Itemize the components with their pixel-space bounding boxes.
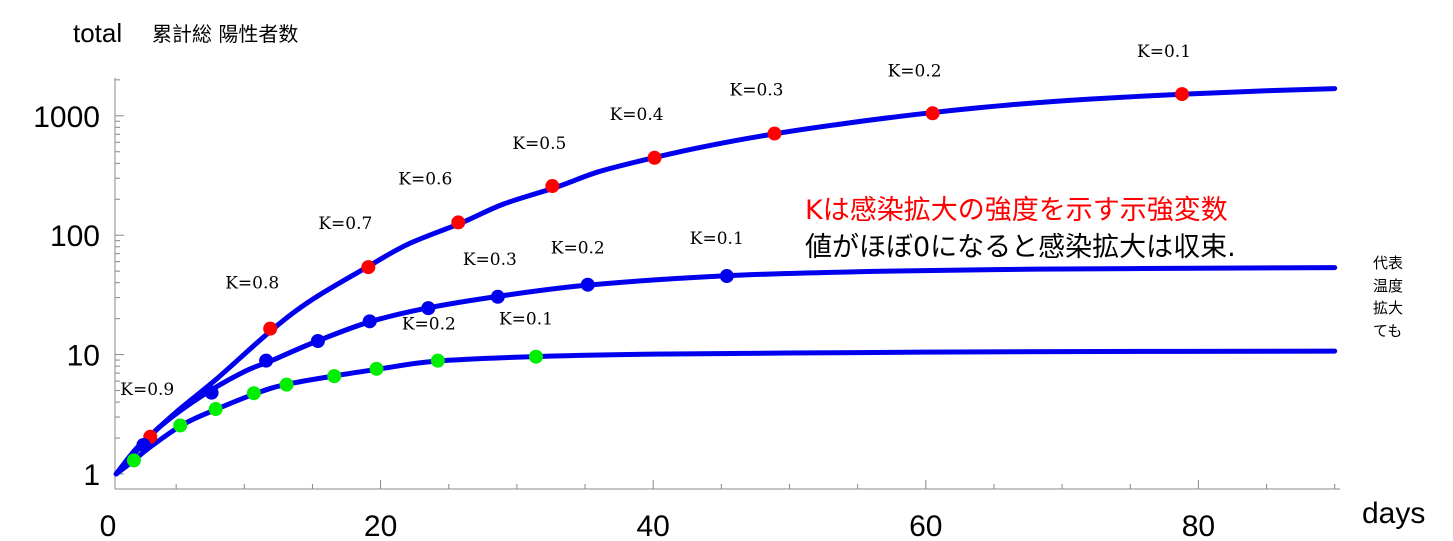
series-2-point [259,353,274,368]
k-label: K=0.6 [398,169,452,189]
k-label: K=0.1 [499,310,553,330]
x-tick-label: 20 [364,510,397,541]
k-value-labels: K=0.9 K=0.8 K=0.7 K=0.6 K=0.5 K=0.4 K=0.3 K=0.2… [120,42,1191,400]
series-1-point [451,215,466,230]
series-2-line [113,265,1338,477]
series-1-point [767,126,782,141]
k-label: K=0.8 [225,274,279,294]
y-axis-label: total [73,18,122,48]
series-points [126,87,1190,468]
series-3-point [430,353,445,368]
series-1-point [925,106,940,121]
series-3-point [173,418,188,433]
series-3-point [528,349,543,364]
series-1-point [263,321,278,336]
k-label: K=0.4 [610,105,664,125]
series-3-point [246,386,261,401]
k-label: K=0.2 [888,61,942,81]
side-note-line-4: ても [1373,322,1402,340]
y-axis-sublabel: 累計総 陽性者数 [152,22,298,46]
series-1-point [361,260,376,275]
series-3-point [208,402,223,417]
series-1-point [545,179,560,194]
black-annotation: 値がほぼ0になると感染拡大は収束. [805,232,1236,263]
x-tick-label: 60 [909,510,942,541]
k-label: K=0.3 [730,81,784,101]
series-3-point [279,377,294,392]
side-note: 代表 温度 拡大 ても [1373,254,1403,340]
y-tick-label: 1000 [33,101,100,134]
y-tick-label: 1 [83,459,100,492]
series-2-point [421,301,436,316]
series-1-point [647,150,662,165]
series-2-point [136,437,151,452]
series-3-point [369,361,384,376]
series-2-point [580,277,595,292]
k-label: K=0.7 [318,214,372,234]
y-tick-label: 10 [67,340,100,373]
x-tick-label: 80 [1182,510,1215,541]
k-label: K=0.9 [120,380,174,400]
k-label: K=0.2 [402,315,456,335]
k-label: K=0.2 [551,239,605,259]
side-note-line-2: 温度 [1373,277,1403,295]
red-annotation: Kは感染拡大の強度を示す示強変数 [805,195,1228,226]
k-label: K=0.3 [463,250,517,270]
k-label: K=0.1 [1137,42,1191,62]
series-1-point [1175,87,1190,102]
series-3-line [113,348,1338,477]
k-label: K=0.5 [512,134,566,154]
x-tick-label: 0 [100,510,117,541]
side-note-line-1: 代表 [1373,254,1403,272]
y-tick-label: 100 [50,220,100,253]
series-1-line [113,86,1338,477]
series-2-point [310,333,325,348]
x-tick-label: 40 [637,510,670,541]
series-2-point [204,385,219,400]
series-2-point [362,314,377,329]
x-axis-label: days [1362,497,1425,530]
side-note-line-3: 拡大 [1373,299,1403,317]
series-3-point [126,453,141,468]
series-2-point [719,269,734,284]
series-3-point [327,369,342,384]
k-label: K=0.1 [690,229,744,249]
axes: 0 20 40 60 80 1 10 100 1000 [33,78,1340,541]
series-2-point [490,289,505,304]
